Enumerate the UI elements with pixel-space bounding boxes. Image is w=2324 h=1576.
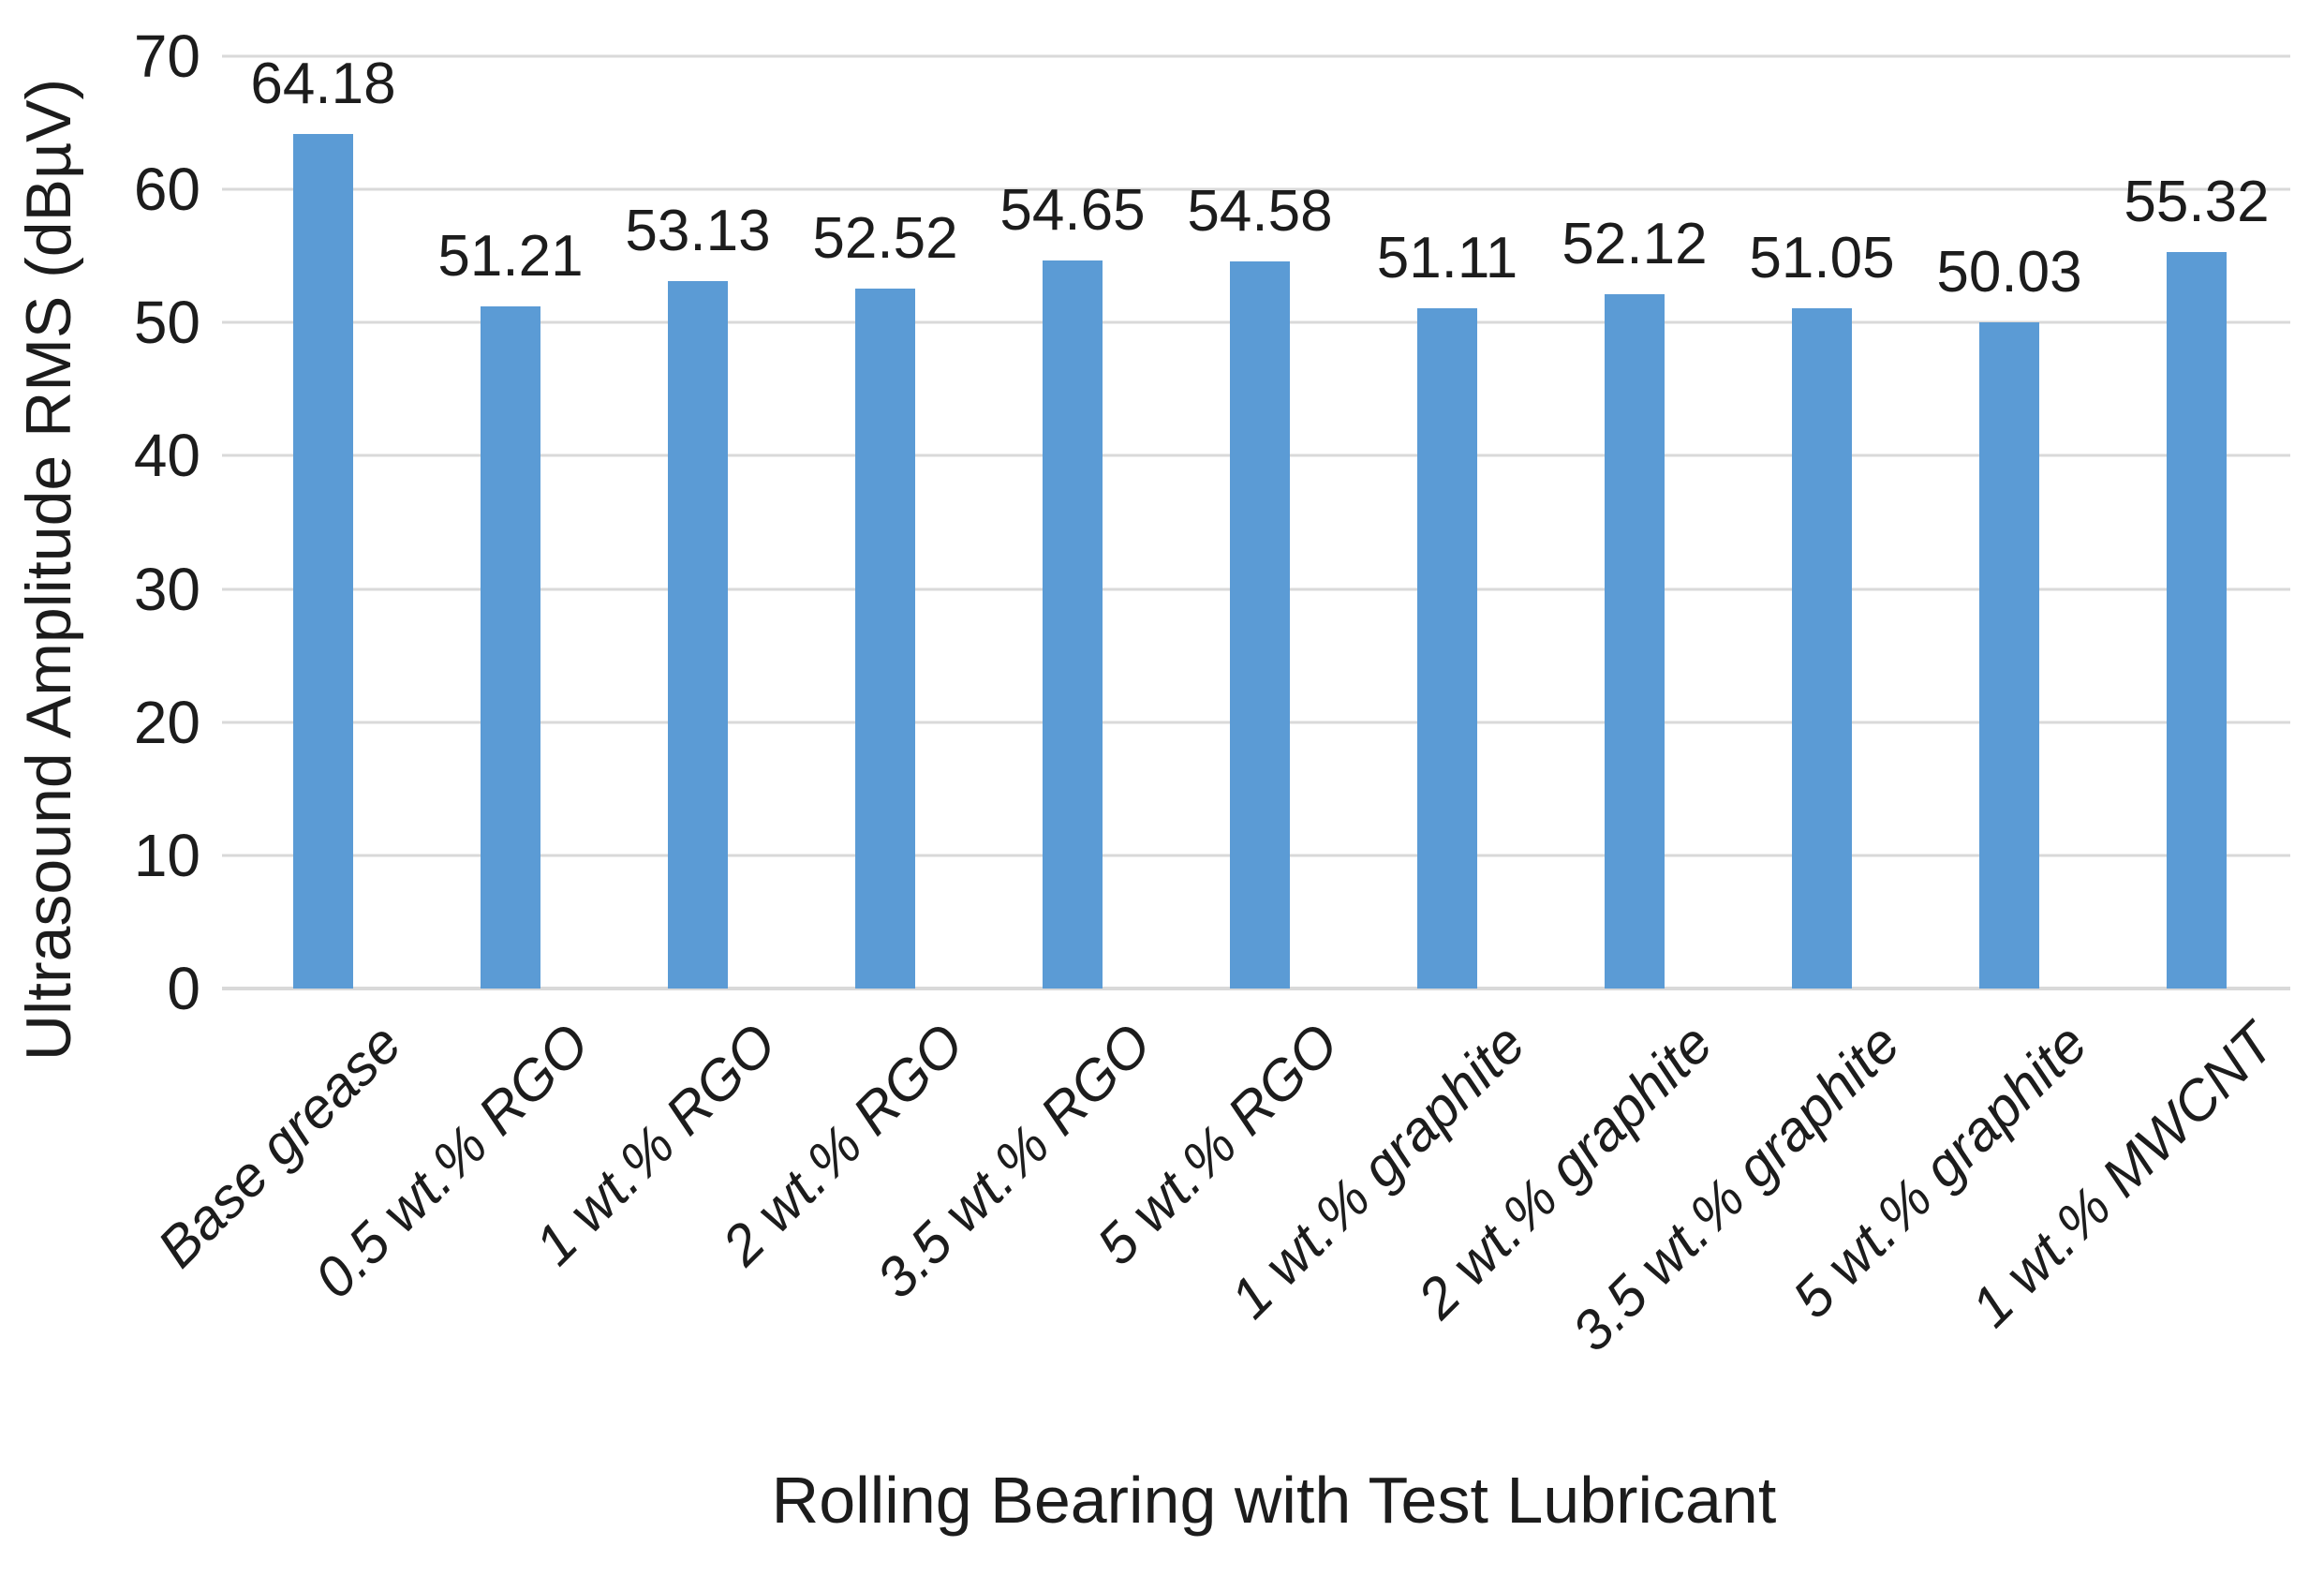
bar: [293, 133, 353, 989]
bar-value-label: 52.12: [1562, 212, 1708, 277]
y-tick-label: 60: [133, 156, 200, 224]
bar-value-label: 64.18: [250, 51, 396, 116]
category-slot: 52.52 2 wt.% RGO: [710, 56, 979, 1276]
bar: [668, 280, 728, 989]
bar-value-label: 54.58: [1187, 179, 1333, 245]
category-slot: 54.65 3.5 wt.% RGO: [865, 56, 1166, 1310]
y-tick-label: 70: [133, 22, 200, 90]
bar: [1792, 308, 1852, 989]
bar-value-label: 53.13: [625, 198, 771, 263]
bar-value-label: 51.05: [1749, 226, 1895, 291]
y-tick-label: 40: [133, 422, 200, 490]
bar-value-label: 52.52: [812, 206, 958, 272]
axis-baseline: [222, 987, 2290, 990]
y-tick-label: 10: [133, 821, 200, 889]
bar-value-label: 50.03: [1936, 239, 2082, 305]
y-tick-label: 30: [133, 555, 200, 623]
category-slot: 54.58 5 wt.% RGO: [1085, 56, 1354, 1277]
category-slot: 52.12 2 wt.% graphite: [1406, 56, 1728, 1330]
y-axis-ticks: 0 10 20 30 40 50 60 70: [0, 22, 200, 1022]
bar: [1979, 321, 2039, 989]
bar: [855, 289, 915, 989]
y-tick-label: 50: [133, 289, 200, 357]
bar-value-label: 51.21: [437, 224, 584, 290]
y-tick-label: 0: [167, 955, 200, 1022]
bar: [1230, 261, 1290, 989]
bar: [1043, 260, 1103, 989]
gridline: [222, 187, 2290, 191]
category-slot: 51.21 0.5 wt.% RGO: [303, 56, 604, 1310]
bar: [1417, 307, 1477, 989]
bars-row: 64.18 Base grease 51.21 0.5 wt.% RGO 53.…: [145, 52, 2290, 1363]
bar: [1605, 294, 1665, 989]
bar-value-label: 51.11: [1376, 225, 1518, 290]
category-slot: 55.32 1 wt.% MWCNT: [1960, 56, 2290, 1339]
bar-value-label: 54.65: [999, 178, 1146, 244]
plot-area: 64.18 Base grease 51.21 0.5 wt.% RGO 53.…: [145, 52, 2290, 1363]
bar-value-label: 55.32: [2124, 169, 2270, 234]
category-slot: 51.05 3.5 wt.% graphite: [1561, 56, 1916, 1363]
bar: [2167, 251, 2227, 989]
bar: [481, 306, 540, 989]
category-slot: 64.18 Base grease: [145, 52, 417, 1280]
x-tick-label: 3.5 wt.% graphite: [1560, 1011, 1913, 1363]
gridline: [222, 54, 2290, 58]
category-slot: 51.11 1 wt.% graphite: [1219, 56, 1541, 1331]
category-slot: 53.13 1 wt.% RGO: [523, 56, 792, 1277]
x-axis-title: Rolling Bearing with Test Lubricant: [771, 1464, 1777, 1537]
category-slot: 50.03 5 wt.% graphite: [1781, 56, 2103, 1331]
y-tick-label: 20: [133, 688, 200, 756]
